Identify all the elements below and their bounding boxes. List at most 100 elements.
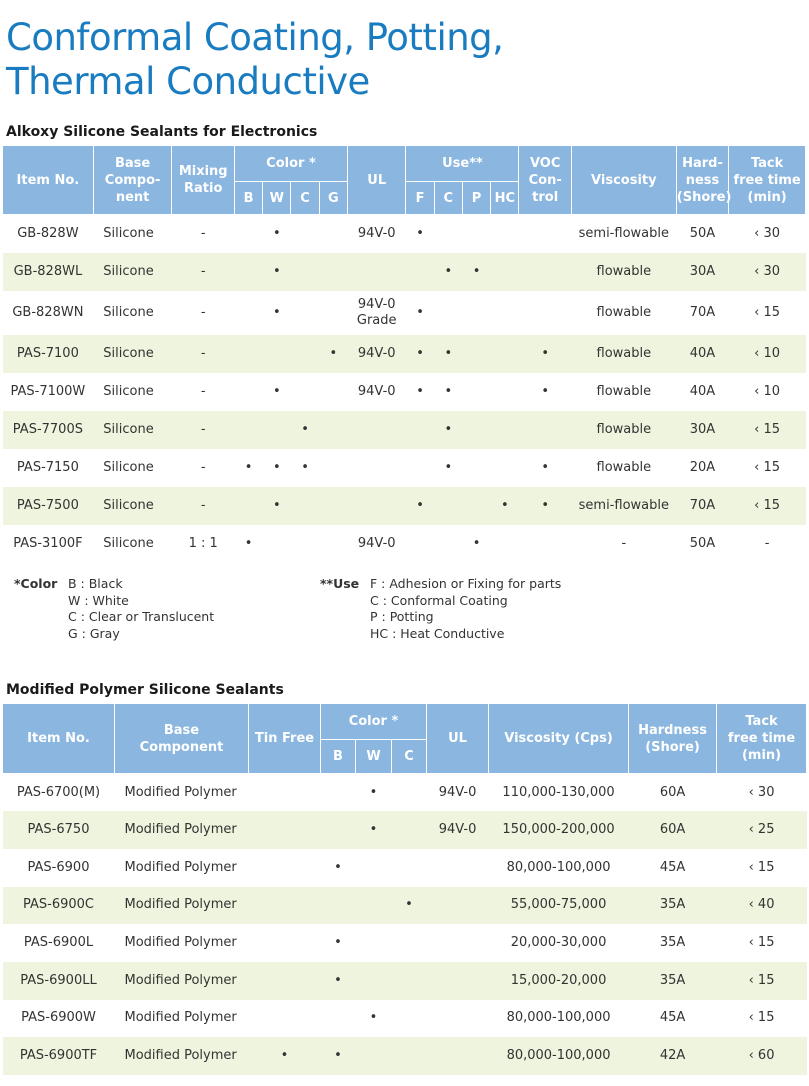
tin-free-cell [249,924,321,962]
hardness-cell: 30A [676,410,729,449]
ul-cell [426,961,489,1000]
use-p-cell [462,373,490,411]
ul-cell [347,486,406,525]
tin-free-cell [248,886,321,925]
color-c-cell [290,334,320,373]
viscosity-cell: flowable [571,334,677,373]
color-g-cell [319,525,347,563]
color-b-cell: • [244,459,253,475]
color-g-cell [319,373,347,411]
base-component-cell: Silicone [93,334,172,373]
hardness-cell: 70A [689,304,716,320]
table-row: PAS-6900C Modified Polymer • 55,000-75,000 3… [2,886,807,925]
base-component-cell: Modified Polymer [114,1037,249,1075]
voc-cell [519,525,571,563]
color-c-cell [290,486,320,525]
color-g-cell [319,291,347,335]
mixing-ratio-cell: - [171,334,235,373]
color-b-cell [320,811,356,849]
color-b-cell: • [320,961,356,1000]
color-b-cell [321,1000,356,1038]
color-c-cell [391,1037,427,1075]
tack-free-cell: ‹ 25 [716,811,807,849]
tin-free-cell: • [248,1037,321,1075]
viscosity-cell: flowable [571,252,677,291]
ul-cell: 94V-0 [347,334,406,373]
color-c-cell [291,373,319,411]
color-legend-w: W : White [68,592,129,608]
table-row: PAS-3100F Silicone 1 : 1 • 94V-0 • - 50A - [3,525,806,563]
use-f-cell: • [416,383,424,399]
page-title-line-2: Thermal Conductive [6,60,370,103]
color-c-cell [392,774,427,812]
color-w-cell [262,334,291,373]
base-component-cell: Silicone [103,225,154,241]
hardness-cell: 45A [659,859,686,875]
table-row: PAS-6900LL Modified Polymer • 15,000-20,000… [2,961,807,1000]
table-row: GB-828WN Silicone - • 94V-0 Grade • flowable 70A… [3,291,806,335]
hardness-cell: 35A [628,886,717,925]
color-b-cell [321,774,356,812]
mixing-ratio-cell: - [200,383,206,399]
table-row: PAS-6750 Modified Polymer • 94V-0 150,000-20… [2,811,807,849]
section-title-modified-polymer: Modified Polymer Silicone Sealants [6,682,284,698]
ul-cell [347,252,406,291]
color-legend-c: C : Clear or Translucent [68,609,215,624]
tack-free-cell: ‹ 10 [754,383,781,399]
use-legend-c: C : Conformal Coating [370,592,508,608]
use-f-cell [405,252,435,291]
use-p-cell [462,410,491,449]
header-voc-control: VOC Con-trol [518,145,572,215]
header-color-b: B [233,181,264,215]
t2-header-ul: UL [426,703,490,774]
use-legend-f: F : Adhesion or Fixing for parts [370,576,562,591]
color-g-cell [319,449,347,487]
mixing-ratio-cell: - [171,410,235,449]
item-no-cell: PAS-7100W [10,383,86,399]
table-row: PAS-6900 Modified Polymer • 80,000-100,000 4… [3,849,807,887]
header-color-c: C [290,181,320,215]
tack-free-cell: ‹ 30 [748,784,775,800]
use-p-cell [462,291,490,335]
tin-free-cell [249,774,321,812]
base-component-cell: Modified Polymer [114,811,249,849]
header-item-no: Item No. [2,145,94,215]
color-legend-key: *Color [14,576,58,591]
viscosity-cell: - [621,535,627,551]
use-c-cell: • [434,252,463,291]
color-b-cell [234,334,263,373]
t2-header-tack-free-time: Tack free time (min) [716,703,808,774]
mixing-ratio-cell: - [200,225,206,241]
ul-cell [347,449,406,487]
color-w-cell: • [262,252,291,291]
hardness-cell: 50A [689,225,716,241]
viscosity-cell: 55,000-75,000 [488,886,629,925]
use-p-cell [462,334,491,373]
color-g-cell: • [319,334,348,373]
base-component-cell: Silicone [93,486,172,525]
color-c-cell [392,924,427,962]
use-hc-cell [491,215,519,253]
item-no-cell: PAS-6700(M) [16,784,101,800]
hardness-cell: 60A [628,811,717,849]
item-no-cell: PAS-6900 [27,859,90,875]
hardness-cell: 20A [689,459,716,475]
color-c-cell [291,215,319,253]
use-c-cell: • [434,334,463,373]
viscosity-cell: 80,000-100,000 [506,1010,611,1026]
voc-cell [518,410,572,449]
use-hc-cell [491,291,519,335]
item-no-cell: PAS-6900TF [2,1037,115,1075]
voc-cell [519,215,571,253]
header-tack-free-time: Tack free time (min) [728,145,806,215]
ul-cell [347,410,406,449]
tack-free-cell: ‹ 40 [716,886,807,925]
item-no-cell: PAS-3100F [13,535,83,551]
color-w-cell: • [355,811,392,849]
item-no-cell: PAS-7500 [2,486,94,525]
use-f-cell [405,410,435,449]
use-c-cell [434,486,463,525]
mixing-ratio-cell: - [171,252,235,291]
use-legend-hc: HC : Heat Conductive [370,625,505,641]
base-component-cell: Silicone [103,304,154,320]
